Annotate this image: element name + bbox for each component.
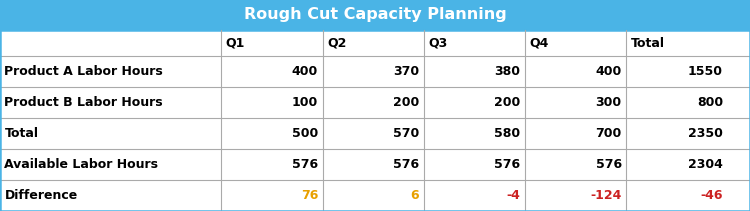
Text: 2304: 2304 <box>688 158 723 171</box>
Text: 500: 500 <box>292 127 318 140</box>
Text: 400: 400 <box>292 65 318 78</box>
Text: Product A Labor Hours: Product A Labor Hours <box>4 65 164 78</box>
Text: 576: 576 <box>596 158 622 171</box>
Text: 570: 570 <box>393 127 419 140</box>
Bar <box>0 87 750 118</box>
Text: Q4: Q4 <box>530 37 549 50</box>
Text: 76: 76 <box>301 189 318 202</box>
Bar <box>0 180 750 211</box>
Text: Q3: Q3 <box>428 37 448 50</box>
Bar <box>0 0 750 30</box>
Text: -4: -4 <box>507 189 520 202</box>
Bar <box>0 56 750 87</box>
Text: 300: 300 <box>596 96 622 109</box>
Text: Available Labor Hours: Available Labor Hours <box>4 158 158 171</box>
Text: 100: 100 <box>292 96 318 109</box>
Text: 580: 580 <box>494 127 520 140</box>
Bar <box>0 149 750 180</box>
Text: 800: 800 <box>697 96 723 109</box>
Text: -124: -124 <box>590 189 622 202</box>
Text: 380: 380 <box>494 65 520 78</box>
Bar <box>0 30 750 56</box>
Text: 6: 6 <box>410 189 419 202</box>
Text: 370: 370 <box>393 65 419 78</box>
Bar <box>0 118 750 149</box>
Text: 576: 576 <box>393 158 419 171</box>
Text: 700: 700 <box>596 127 622 140</box>
Text: 2350: 2350 <box>688 127 723 140</box>
Text: -46: -46 <box>700 189 723 202</box>
Text: 1550: 1550 <box>688 65 723 78</box>
Text: 576: 576 <box>494 158 520 171</box>
Text: 200: 200 <box>494 96 520 109</box>
Text: Total: Total <box>4 127 38 140</box>
Text: 400: 400 <box>596 65 622 78</box>
Text: 200: 200 <box>393 96 419 109</box>
Text: Q2: Q2 <box>327 37 346 50</box>
Text: Q1: Q1 <box>226 37 245 50</box>
Text: Difference: Difference <box>4 189 78 202</box>
Text: Rough Cut Capacity Planning: Rough Cut Capacity Planning <box>244 8 506 23</box>
Text: Total: Total <box>631 37 664 50</box>
Text: Product B Labor Hours: Product B Labor Hours <box>4 96 164 109</box>
Text: 576: 576 <box>292 158 318 171</box>
